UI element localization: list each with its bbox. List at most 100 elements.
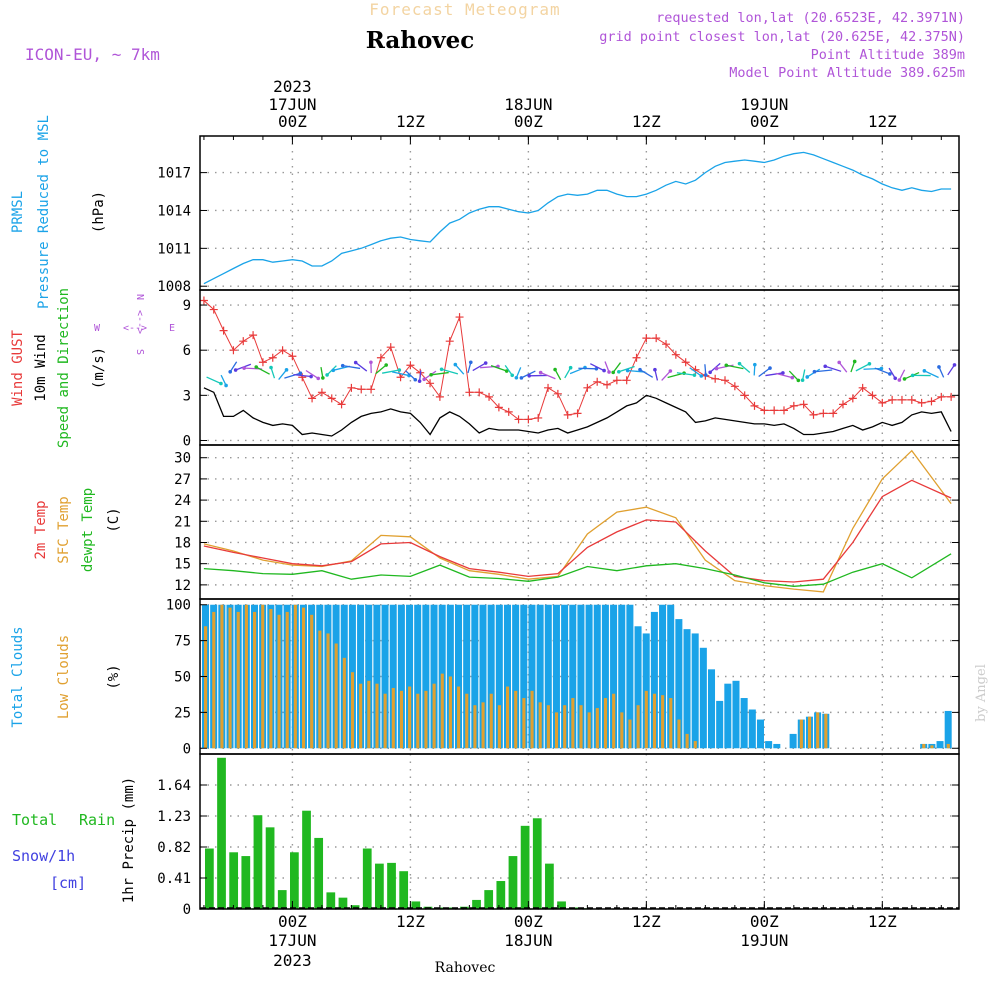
- rain-bar: [387, 862, 396, 909]
- total-cloud-bar: [716, 700, 724, 749]
- gust-marker: [258, 358, 267, 367]
- gust-marker: [603, 380, 612, 389]
- total-cloud-bar: [618, 604, 626, 749]
- wind-arrow: [838, 361, 848, 373]
- wind-arrow: [431, 371, 449, 376]
- gust-marker: [809, 410, 818, 419]
- gust-marker: [524, 415, 533, 424]
- precip-labels: Total Rain Snow/1h [cm] 1hr Precip (mm): [12, 777, 137, 903]
- gust-marker: [888, 395, 897, 404]
- wind-arrow: [788, 370, 799, 381]
- wind-arrowhead: [439, 367, 444, 372]
- y-tick-label: 1008: [157, 279, 191, 295]
- total-cloud-bar: [406, 604, 414, 749]
- wind-arrow: [490, 365, 507, 372]
- t2m-label: 2m Temp: [33, 500, 49, 559]
- low-cloud-bar: [677, 719, 681, 749]
- low-cloud-bar: [595, 708, 599, 749]
- gust-marker: [681, 358, 690, 367]
- pressure-unit: (hPa): [91, 191, 107, 233]
- rain-bar: [545, 863, 554, 909]
- wind-arrow: [278, 369, 288, 380]
- gust-marker: [534, 413, 543, 422]
- wind-arrowhead: [852, 359, 857, 364]
- y-tick-label: 100: [166, 598, 191, 614]
- total-cloud-bar: [691, 633, 699, 749]
- wind-arrowhead: [737, 361, 742, 366]
- low-cloud-bar: [661, 695, 665, 749]
- bottom-year-label: 2023: [273, 951, 312, 970]
- low-cloud-bar: [334, 643, 338, 749]
- y-tick-label: 1017: [157, 166, 191, 182]
- point-altitude: Point Altitude 389m: [811, 47, 965, 63]
- gust-marker: [209, 305, 218, 314]
- top-hour-label: 00Z: [278, 112, 307, 131]
- wind-arrowhead: [796, 378, 801, 383]
- wind-arrowhead: [369, 360, 373, 365]
- pressure-line: [203, 151, 952, 285]
- wind-arrowhead: [483, 361, 488, 365]
- wind-arrowhead: [468, 360, 473, 365]
- wind-arrow: [418, 370, 422, 382]
- gust-marker: [327, 394, 336, 403]
- low-cloud-bar: [579, 705, 583, 749]
- wind-arrowhead: [514, 376, 519, 380]
- wind-arrow: [850, 361, 856, 373]
- temperature-labels: 2m Temp SFC Temp dewpt Temp (C): [33, 488, 122, 572]
- pressure-msl-label: Pressure Reduced to MSL: [36, 115, 52, 309]
- wind-arrowhead: [224, 383, 228, 388]
- low-cloud-bar: [620, 712, 624, 749]
- wind-arrow: [938, 366, 945, 378]
- low-cloud-bar: [244, 604, 248, 749]
- wind-arrowhead: [617, 369, 621, 374]
- precip-unit: 1hr Precip (mm): [121, 777, 137, 903]
- low-cloud-bar: [538, 702, 542, 749]
- gust-marker: [937, 392, 946, 401]
- model-altitude: Model Point Altitude 389.625m: [729, 65, 965, 81]
- pressure-labels: PRMSL Pressure Reduced to MSL (hPa): [10, 115, 107, 309]
- gust-marker: [907, 395, 916, 404]
- wind-arrow: [342, 364, 361, 370]
- wind-arrowhead: [724, 363, 729, 368]
- top-year-label: 2023: [273, 77, 312, 96]
- low-cloud-bar: [359, 683, 363, 749]
- sfc-label: SFC Temp: [56, 496, 72, 563]
- dewpt-label: dewpt Temp: [80, 488, 96, 572]
- total-cloud-bar: [455, 604, 463, 749]
- total-cloud-bar: [479, 604, 487, 749]
- total-cloud-bar: [487, 604, 495, 749]
- wind-arrow: [441, 368, 459, 375]
- wind-arrow: [661, 370, 671, 381]
- wind-arrowhead: [714, 366, 719, 371]
- rain-bar: [205, 848, 214, 909]
- wind-arrowhead: [952, 363, 957, 367]
- rain-bar: [532, 818, 542, 909]
- y-tick-label: 1011: [157, 241, 191, 257]
- compass-e: E: [169, 323, 175, 334]
- wind-arrowhead: [708, 370, 712, 375]
- wind-arrowhead: [594, 367, 599, 371]
- low-cloud-bar: [212, 611, 216, 749]
- wind-arrowhead: [453, 362, 458, 367]
- wind-arrowhead: [269, 365, 273, 370]
- low-clouds-label: Low Clouds: [56, 635, 72, 719]
- wind-arrow: [814, 369, 833, 373]
- gust-marker: [721, 376, 730, 385]
- low-cloud-bar: [399, 690, 404, 749]
- low-cloud-bar: [318, 630, 322, 749]
- bottom-hour-label: 12Z: [868, 912, 897, 931]
- low-cloud-bar: [367, 680, 371, 749]
- total-cloud-bar: [756, 719, 764, 749]
- wind-arrowhead: [242, 366, 246, 370]
- gust-marker: [504, 407, 513, 416]
- wind-arrow: [855, 363, 870, 372]
- wind-arrowhead: [790, 375, 795, 380]
- low-cloud-bar: [342, 657, 346, 749]
- wind-arrowhead: [233, 368, 238, 372]
- rain-bar: [326, 892, 336, 909]
- panel-frame: [199, 289, 960, 446]
- gust-marker: [730, 382, 739, 391]
- gust-marker: [583, 383, 592, 392]
- product-title: Forecast Meteogram: [369, 0, 560, 19]
- wind-speed-line: [203, 387, 952, 437]
